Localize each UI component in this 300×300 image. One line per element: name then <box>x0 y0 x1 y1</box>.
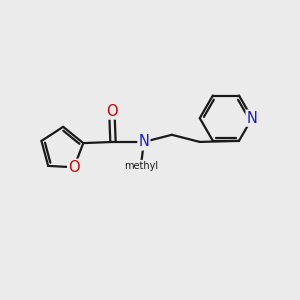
Text: N: N <box>247 111 257 126</box>
Text: O: O <box>106 103 118 118</box>
Text: methyl: methyl <box>124 161 158 171</box>
Text: O: O <box>68 160 80 175</box>
Text: N: N <box>139 134 149 149</box>
